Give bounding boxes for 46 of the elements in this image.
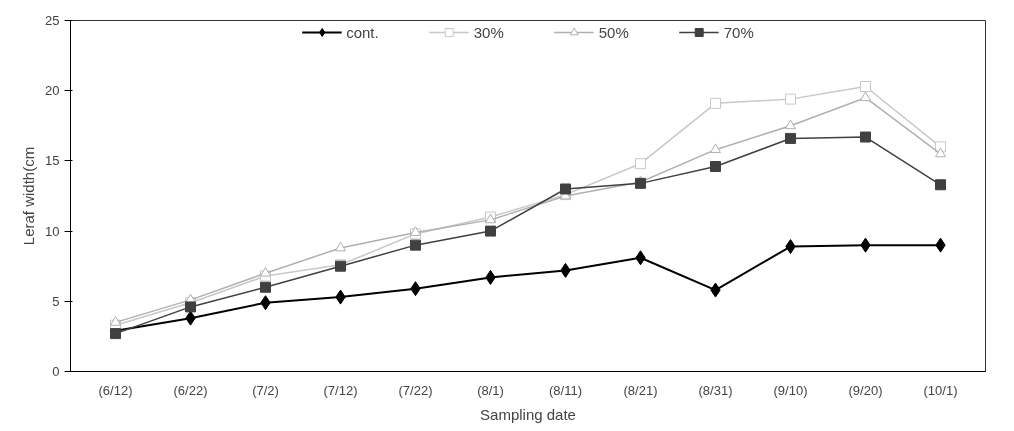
point [335, 241, 346, 252]
point [860, 80, 871, 92]
x-tick-label: (9/10) [773, 382, 808, 398]
x-tick-label: (6/22) [173, 382, 208, 398]
y-tick-label: 5 [52, 293, 60, 309]
legend-label: cont. [346, 23, 379, 41]
point [110, 328, 121, 340]
x-tick-label: (8/31) [698, 382, 733, 398]
point [785, 119, 796, 130]
y-tick-label: 25 [45, 13, 60, 28]
x-axis-title: Sampling date [480, 405, 576, 423]
point [260, 281, 271, 293]
x-tick-label: (8/21) [623, 382, 658, 398]
point [110, 316, 121, 326]
point [560, 183, 571, 195]
y-tick-label: 0 [52, 364, 60, 379]
legend-label: 50% [598, 23, 629, 41]
point [785, 132, 796, 144]
point [260, 266, 271, 277]
point [860, 91, 871, 102]
legend-label: 70% [723, 23, 754, 41]
point [935, 179, 946, 191]
y-axis-title: Leraf width(cm [20, 146, 38, 246]
x-tick-label: (7/12) [323, 382, 358, 398]
y-tick-label: 20 [45, 83, 60, 99]
x-tick-label: (7/22) [398, 382, 433, 398]
point [935, 147, 946, 158]
point [410, 239, 421, 251]
x-tick-label: (8/11) [549, 382, 582, 398]
x-tick-label: (9/20) [848, 382, 883, 398]
y-tick-label: 15 [45, 153, 60, 169]
point [485, 225, 496, 237]
point [710, 161, 721, 173]
legend-label: 30% [473, 23, 504, 41]
x-tick-label: (6/12) [98, 382, 133, 398]
x-tick-label: (8/1) [477, 382, 504, 398]
point [860, 131, 871, 143]
point [410, 226, 421, 236]
point [185, 301, 196, 313]
x-tick-label: (7/2) [252, 382, 279, 398]
y-tick-label: 10 [45, 223, 60, 239]
point [785, 93, 796, 105]
x-tick-label: (10/1) [923, 382, 958, 398]
point [710, 97, 721, 109]
point [710, 143, 721, 154]
point [635, 158, 646, 170]
